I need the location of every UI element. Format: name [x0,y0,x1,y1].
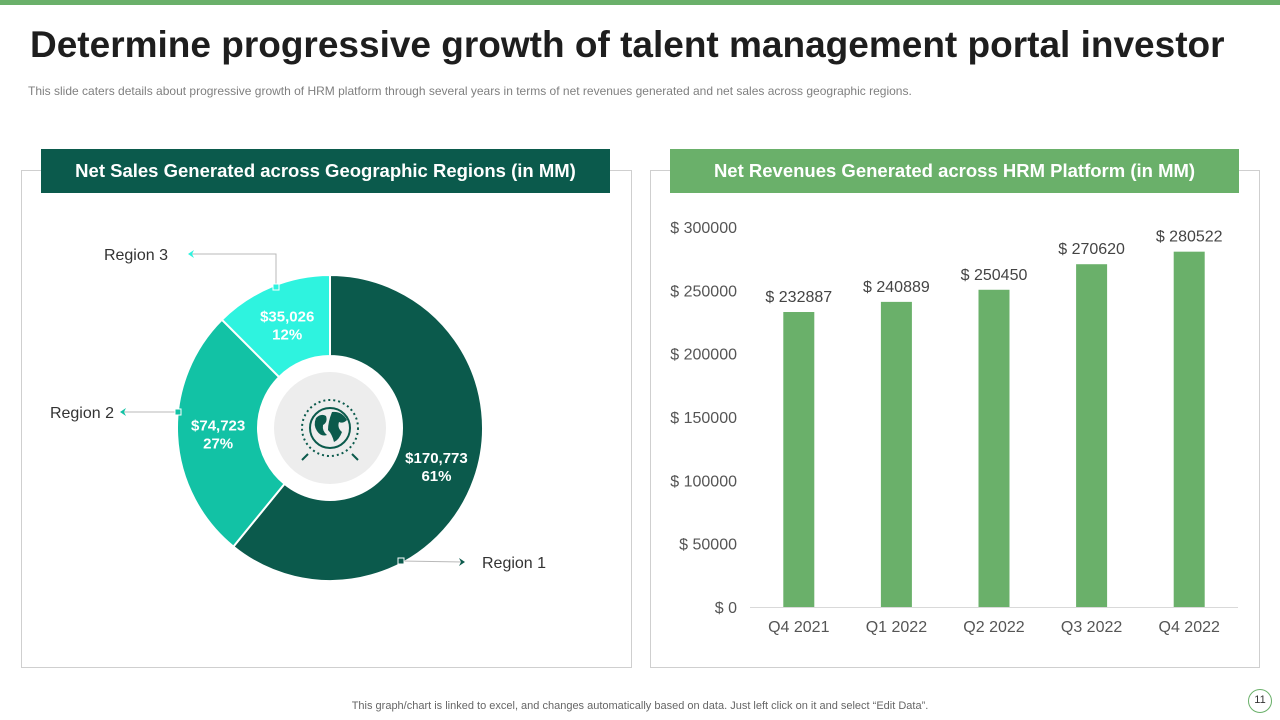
leader-dot [174,408,182,416]
pie-percent-label: 27% [203,436,233,453]
globe-land-west [314,414,327,436]
bar-data-label: $ 270620 [1058,241,1125,258]
leader-dot [272,283,280,291]
bar-data-label: $ 232887 [765,289,832,306]
globe-land-east [328,411,347,442]
leader-dot [397,557,405,565]
y-tick-label: $ 150000 [670,410,737,427]
pie-value-label: $35,026 [260,309,314,326]
x-tick-label: Q4 2022 [1159,619,1220,636]
pie-percent-label: 61% [421,468,451,485]
pie-chart-title: Net Sales Generated across Geographic Re… [41,149,610,193]
pie-region-label: Region 3 [104,247,168,264]
pie-value-label: $74,723 [191,418,245,435]
globe-icon [301,399,359,461]
pie-value-label: $170,773 [405,450,468,467]
leader-arrow-icon [188,250,194,258]
bar-data-label: $ 240889 [863,279,930,296]
page-number: 11 [1248,689,1272,713]
globe-outline [309,407,351,449]
top-accent-bar [0,0,1280,5]
pie-percent-label: 12% [272,327,302,344]
footer-note: This graph/chart is linked to excel, and… [351,700,929,712]
y-tick-label: $ 200000 [670,347,737,364]
pie-slice-3[interactable] [220,273,331,379]
globe-ring [301,399,359,457]
y-tick-label: $ 300000 [670,220,737,237]
bar-q2-2022[interactable] [978,289,1010,607]
x-tick-label: Q1 2022 [866,619,927,636]
pie-slice-2[interactable] [176,318,286,549]
bar-q4-2022[interactable] [1173,251,1205,608]
y-tick-label: $ 0 [715,600,737,617]
leader-line [400,560,464,563]
slide-title: Determine progressive growth of talent m… [30,24,1225,65]
y-tick-label: $ 100000 [670,473,737,490]
y-tick-label: $ 50000 [679,537,737,554]
x-tick-label: Q3 2022 [1061,619,1122,636]
bar-data-label: $ 280522 [1156,229,1223,246]
bar-q3-2022[interactable] [1076,264,1108,607]
pie-region-label: Region 1 [482,555,546,572]
pie-slice-1[interactable] [231,273,484,582]
x-tick-label: Q2 2022 [963,619,1024,636]
leader-arrow-icon [459,558,465,566]
globe-stand [301,453,359,461]
bar-q1-2022[interactable] [880,301,912,607]
bar-chart-title: Net Revenues Generated across HRM Platfo… [670,149,1239,193]
y-tick-label: $ 250000 [670,283,737,300]
pie-region-label: Region 2 [50,405,114,422]
bar-q4-2021[interactable] [783,312,815,607]
leader-line [190,253,277,287]
leader-arrow-icon [120,408,126,416]
bar-data-label: $ 250450 [961,267,1028,284]
slide-subtitle: This slide caters details about progress… [28,84,912,98]
x-tick-label: Q4 2021 [768,619,829,636]
